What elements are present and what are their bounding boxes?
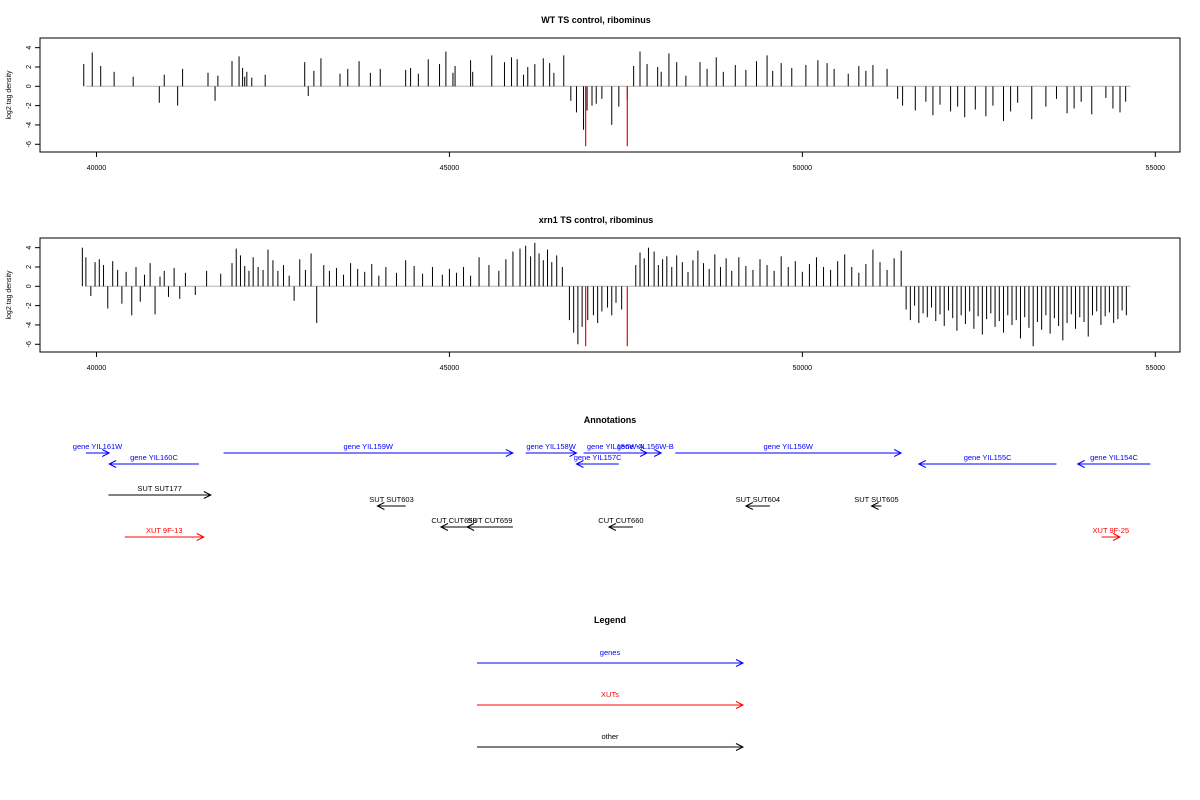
annotation-label: XUT 9F-13 [146, 526, 183, 535]
x-tick-label: 45000 [440, 165, 460, 172]
legend: Legend genes XUTs other [477, 615, 745, 751]
annotation-arrow [376, 502, 406, 510]
annotation-features: gene YIL161W gene YIL160C gene YIL159W gene… [73, 442, 1151, 541]
annotations-title: Annotations [584, 415, 637, 425]
y-axis-label: log2 tag density [6, 270, 13, 320]
annotation-label: CUT CUT660 [598, 516, 643, 525]
xrn1-density-panel: xrn1 TS control, ribominus log2 tag dens… [6, 215, 1181, 372]
annotation-label: gene YIL160C [130, 453, 178, 462]
annotation-arrow [439, 523, 468, 531]
annotation-arrow [744, 502, 770, 510]
annotation-label: XUT 9F-25 [1093, 526, 1130, 535]
y-tick-label: -2 [26, 102, 33, 108]
panel-title: WT TS control, ribominus [541, 15, 651, 25]
legend-arrow [477, 701, 745, 709]
annotation-label: SUT SUT605 [854, 495, 898, 504]
legend-items: genes XUTs other [477, 648, 745, 751]
y-tick-label: 0 [26, 84, 33, 88]
annotation-label: gene YIL158W [526, 442, 576, 451]
x-axis: 40000 45000 50000 55000 [87, 351, 1166, 372]
y-tick-label: 4 [26, 246, 33, 250]
y-axis: 4 2 0 -2 -4 -6 [26, 46, 41, 147]
annotation-arrow [108, 491, 212, 499]
annotation-label: SUT CUT659 [468, 516, 513, 525]
annotation-arrow [465, 523, 513, 531]
y-tick-label: -4 [26, 322, 33, 328]
annotation-arrow [1101, 533, 1122, 541]
annotation-label: gene YIL156W [763, 442, 813, 451]
y-tick-label: -2 [26, 302, 33, 308]
plot-frame [39, 237, 1181, 353]
y-tick-label: 4 [26, 46, 33, 50]
x-tick-label: 55000 [1146, 365, 1166, 372]
y-tick-label: 0 [26, 284, 33, 288]
x-tick-label: 55000 [1146, 165, 1166, 172]
legend-label: genes [600, 648, 621, 657]
bar-layer [81, 242, 1131, 347]
legend-label: XUTs [601, 690, 619, 699]
y-axis: 4 2 0 -2 -4 -6 [26, 246, 41, 347]
panel-title: xrn1 TS control, ribominus [539, 215, 654, 225]
annotation-arrow [85, 449, 111, 457]
y-tick-label: -6 [26, 141, 33, 147]
annotation-arrow [108, 460, 199, 468]
y-tick-label: -4 [26, 122, 33, 128]
y-axis-label: log2 tag density [6, 70, 13, 120]
annotation-label: gene YIL156W-B [617, 442, 674, 451]
x-tick-label: 50000 [793, 165, 813, 172]
annotation-label: SUT SUT177 [137, 484, 181, 493]
annotation-arrow [607, 523, 633, 531]
x-tick-label: 45000 [440, 365, 460, 372]
y-tick-label: 2 [26, 265, 33, 269]
annotation-arrow [629, 449, 663, 457]
plot-frame [39, 37, 1181, 153]
legend-arrow [477, 743, 745, 751]
bar-layer [83, 51, 1131, 147]
y-tick-label: -6 [26, 341, 33, 347]
x-tick-label: 40000 [87, 365, 107, 372]
legend-arrow [477, 659, 745, 667]
annotation-label: gene YIL156W-A [587, 442, 644, 451]
annotation-label: gene YIL157C [574, 453, 622, 462]
annotation-label: SUT SUT603 [369, 495, 413, 504]
annotation-label: SUT SUT604 [736, 495, 780, 504]
annotation-arrow [675, 449, 903, 457]
annotation-label: CUT CUT658 [431, 516, 476, 525]
annotation-label: gene YIL155C [964, 453, 1012, 462]
y-tick-label: 2 [26, 65, 33, 69]
annotation-arrow [1076, 460, 1151, 468]
legend-label: other [601, 732, 619, 741]
annotation-arrow [575, 460, 619, 468]
annotation-label: gene YIL161W [73, 442, 123, 451]
x-tick-label: 50000 [793, 365, 813, 372]
annotation-label: gene YIL159W [343, 442, 393, 451]
annotation-arrow [525, 449, 578, 457]
x-tick-label: 40000 [87, 165, 107, 172]
annotation-arrow [223, 449, 515, 457]
annotation-arrow [124, 533, 205, 541]
wt-density-panel: WT TS control, ribominus log2 tag densit… [6, 15, 1181, 172]
annotation-arrow [917, 460, 1057, 468]
annotation-label: gene YIL154C [1090, 453, 1138, 462]
legend-title: Legend [594, 615, 626, 625]
x-axis: 40000 45000 50000 55000 [87, 151, 1166, 172]
annotation-arrow [870, 502, 882, 510]
